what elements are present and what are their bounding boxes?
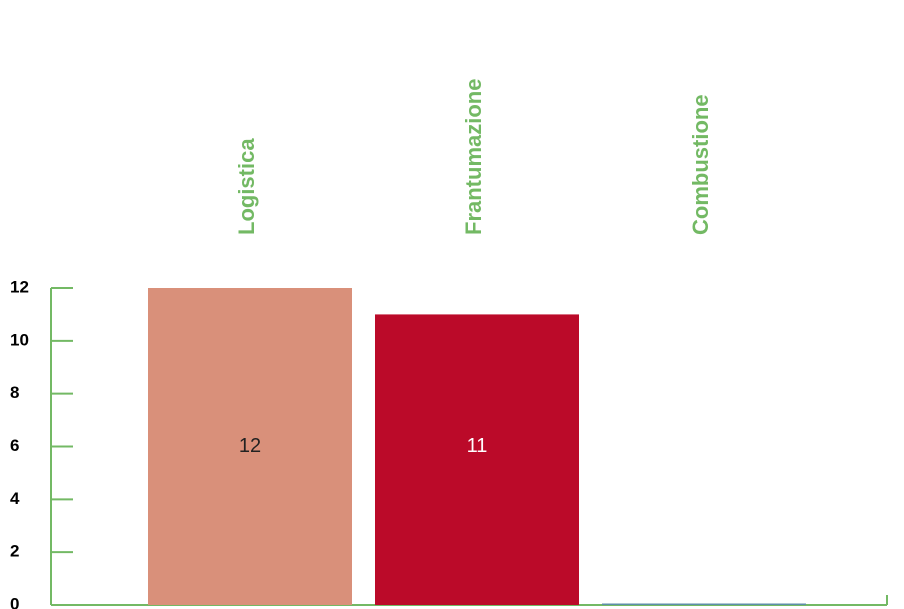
category-label-frantumazione: Frantumazione	[461, 79, 486, 235]
y-tick-label: 6	[10, 436, 19, 455]
data-label: 12	[239, 435, 261, 457]
data-label: 11	[467, 435, 488, 457]
bar-combustione[interactable]	[602, 603, 806, 606]
y-tick-label: 12	[10, 277, 29, 296]
category-labels: Logistica Frantumazione Combustione	[234, 79, 713, 235]
y-tick-label: 8	[10, 383, 19, 402]
category-label-logistica: Logistica	[234, 138, 259, 235]
y-tick-label: 4	[10, 489, 20, 508]
bar-frantumazione[interactable]	[375, 314, 579, 605]
bars	[148, 288, 806, 605]
y-axis: 0 2 4 6 8 10 12	[10, 277, 73, 609]
y-tick-label: 10	[10, 330, 29, 349]
y-tick-label: 0	[10, 594, 19, 609]
y-tick-label: 2	[10, 542, 19, 561]
bar-logistica[interactable]	[148, 288, 352, 605]
category-label-combustione: Combustione	[688, 94, 713, 235]
data-labels: 12 11	[239, 435, 488, 457]
